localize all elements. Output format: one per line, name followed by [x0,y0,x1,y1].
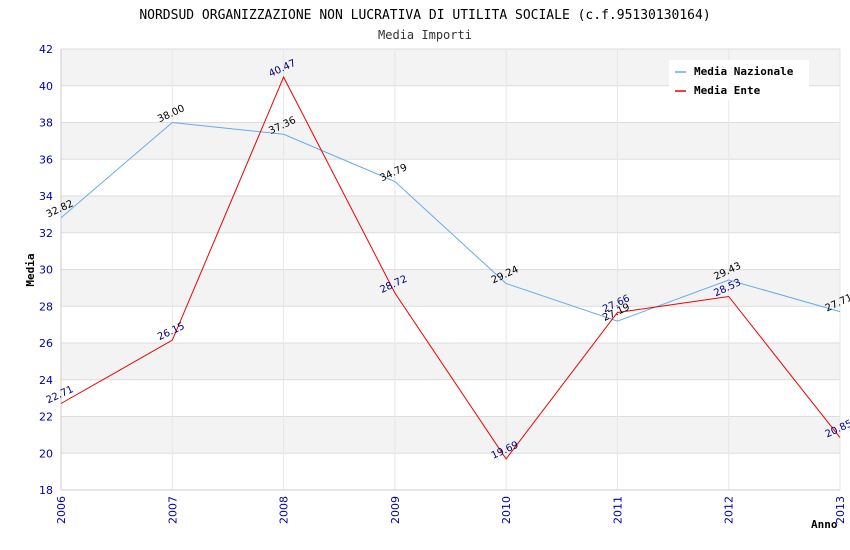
grid-band [61,416,840,454]
y-axis-ticks: 18 20 22 24 26 28 30 32 34 36 38 40 42 [39,43,53,497]
y-tick-label-36: 36 [39,153,53,166]
x-axis-title: Anno [811,518,838,531]
legend-label-media-nazionale: Media Nazionale [694,65,794,78]
series-line-media-ente [60,75,841,460]
x-tick-label-2011: 2011 [611,496,624,524]
y-tick-label-24: 24 [39,374,53,387]
grid-band [61,269,840,307]
grid-band [61,159,840,196]
chart-subtitle: Media Importi [378,28,472,42]
y-axis-title: Media [24,253,37,286]
x-tick-label-2013: 2013 [834,496,847,524]
legend-label-media-ente: Media Ente [694,84,761,97]
legend-box [669,60,809,100]
y-tick-label-28: 28 [39,300,53,313]
grid-bands [60,48,841,491]
legend: Media Nazionale Media Ente [669,60,809,100]
x-tick-label-2007: 2007 [166,496,179,524]
y-tick-label-18: 18 [39,484,53,497]
y-tick-label-22: 22 [39,411,53,424]
x-tick-label-2008: 2008 [278,496,291,524]
grid-band [61,343,840,380]
y-tick-label-38: 38 [39,117,53,130]
x-axis-ticks: 2006 2007 2008 2009 2010 2011 2012 2013 [55,496,847,524]
x-tick-label-2009: 2009 [389,496,402,524]
x-tick-label-2006: 2006 [55,496,68,524]
grid-band [61,232,840,270]
y-tick-label-42: 42 [39,43,53,56]
y-tick-label-26: 26 [39,337,53,350]
series-lines [60,75,841,460]
chart-title: NORDSUD ORGANIZZAZIONE NON LUCRATIVA DI … [139,8,710,23]
y-tick-label-30: 30 [39,264,53,277]
series-line-media-nazionale [60,121,841,322]
x-tick-label-2010: 2010 [500,496,513,524]
y-tick-label-34: 34 [39,190,53,203]
x-tick-label-2012: 2012 [723,496,736,524]
y-tick-label-40: 40 [39,80,53,93]
grid-band [61,196,840,233]
grid-band [61,379,840,417]
y-tick-label-20: 20 [39,447,53,460]
y-tick-label-32: 32 [39,227,53,240]
grid-band [61,306,840,343]
grid-band [61,122,840,160]
grid-band [61,453,840,490]
